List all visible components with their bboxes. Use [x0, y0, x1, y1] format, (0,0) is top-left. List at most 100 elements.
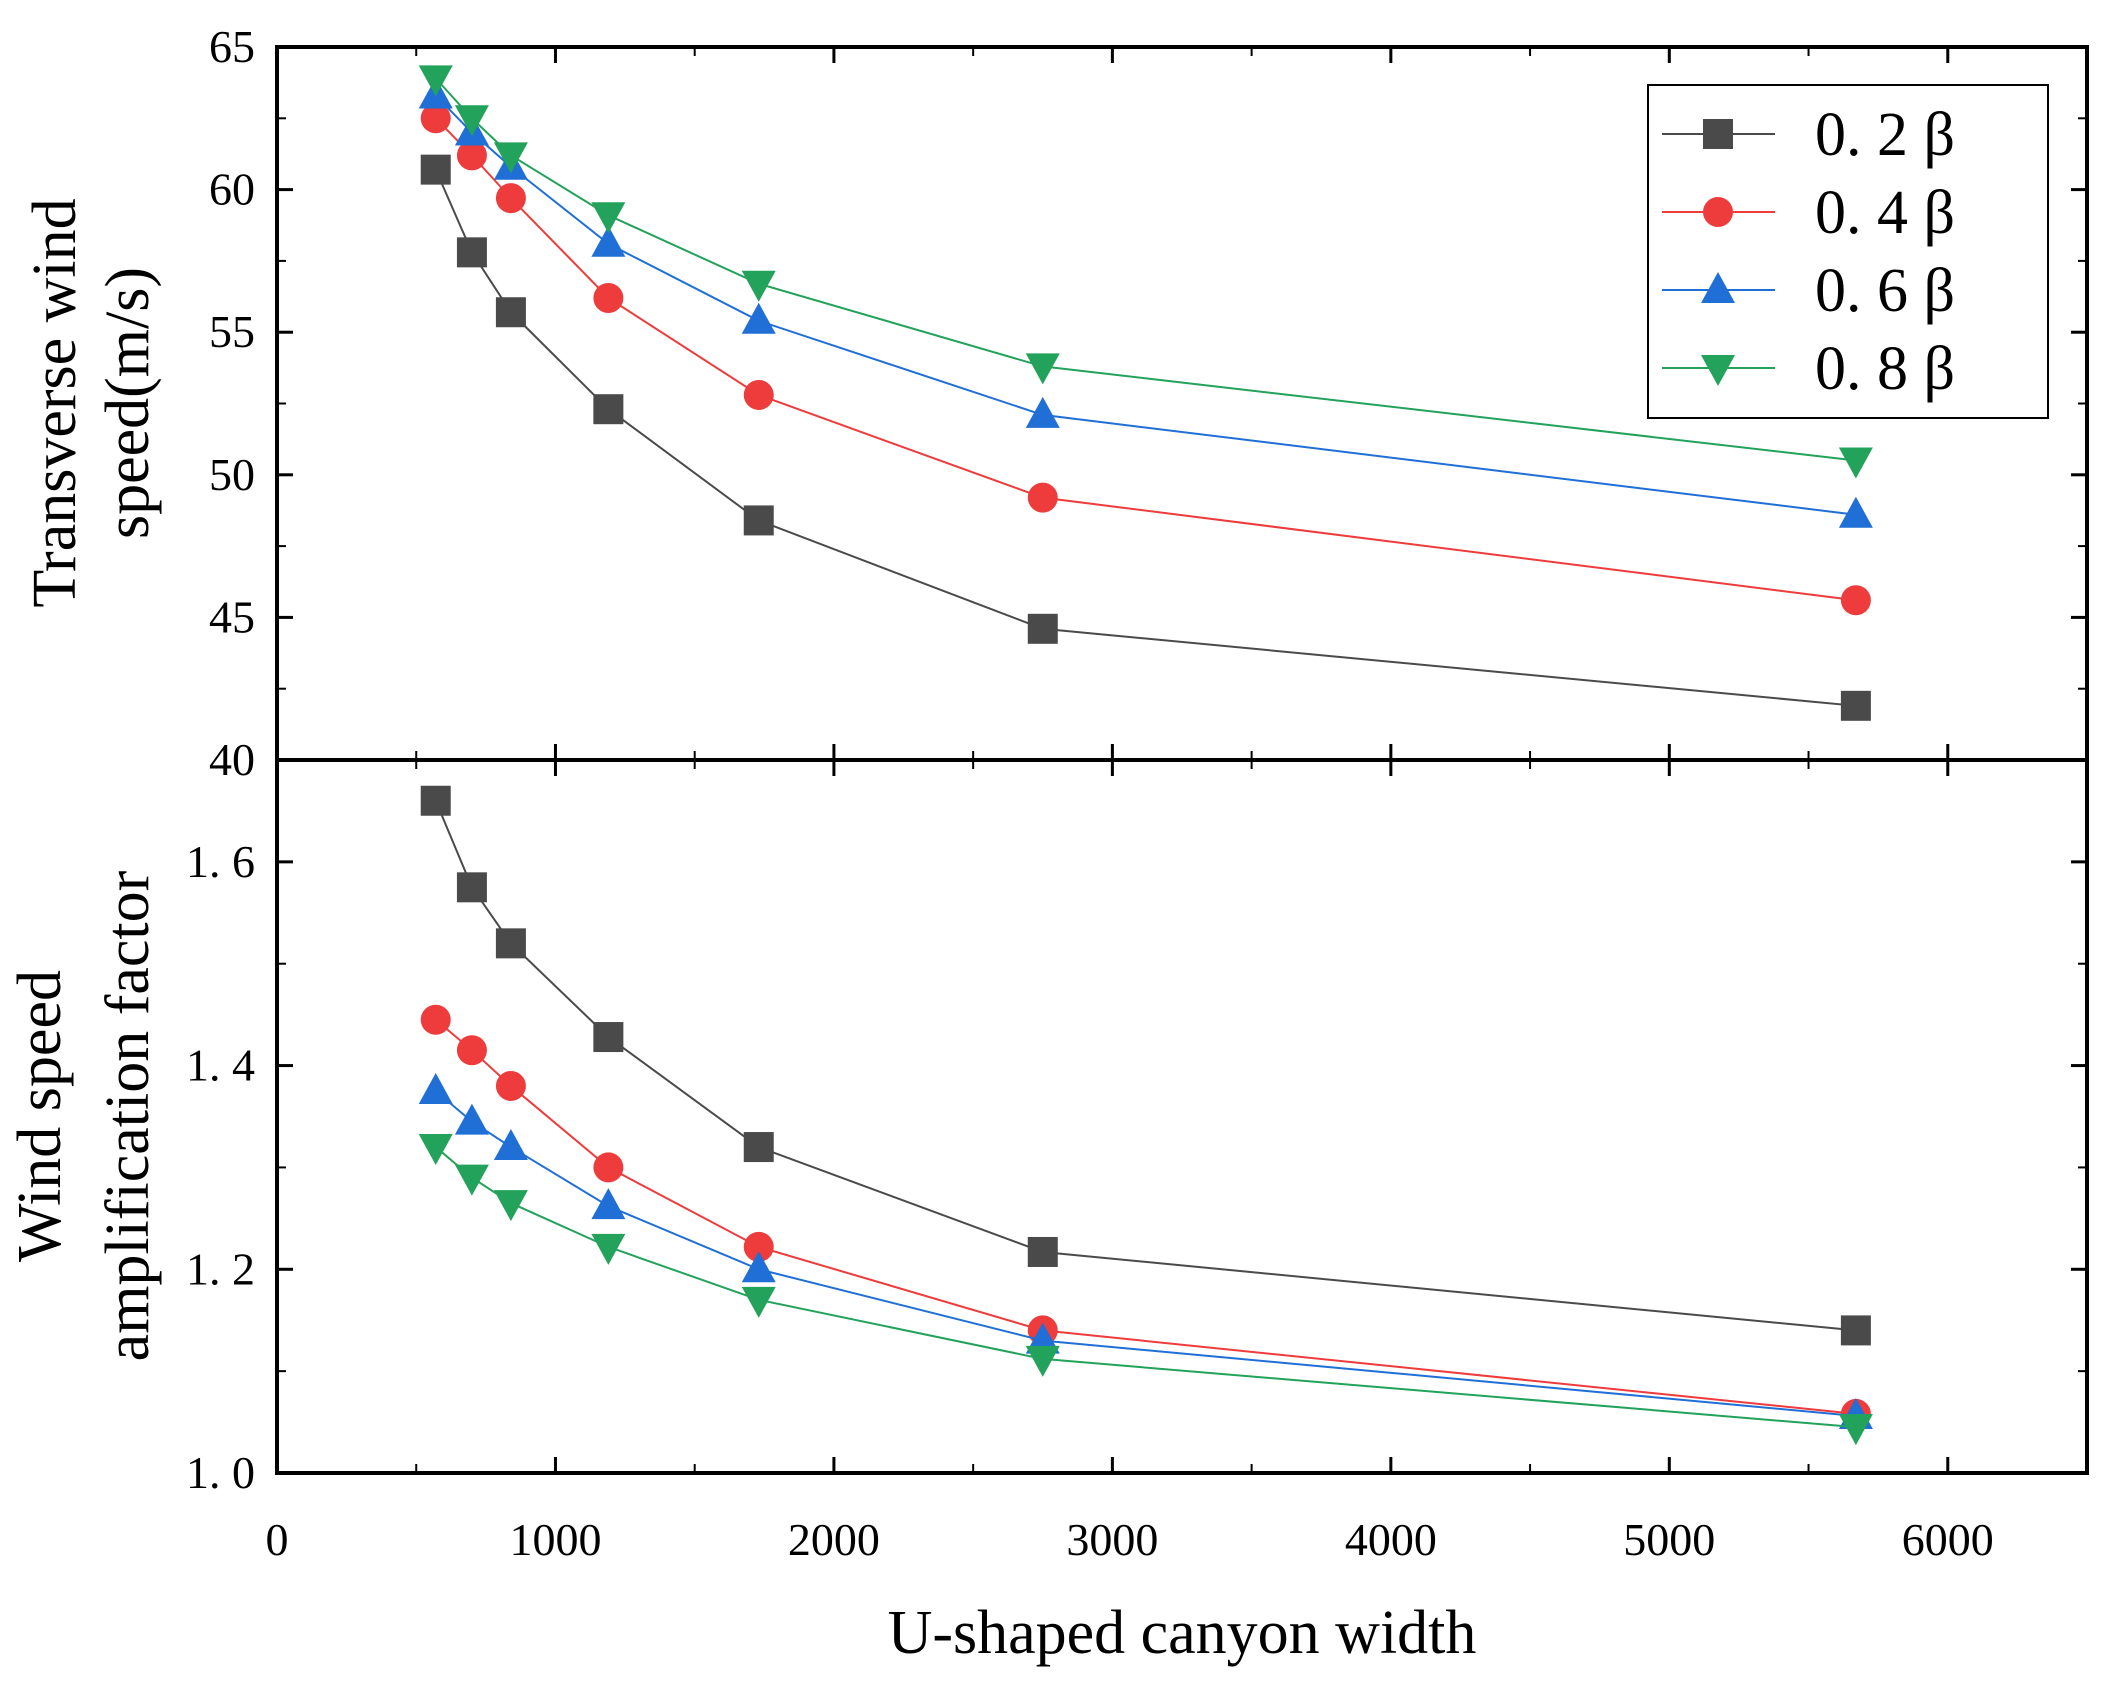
- x-tick-label: 3000: [1066, 1514, 1158, 1565]
- top-series-0: [420, 154, 1871, 721]
- bottom-y-axis-title-line-1: Wind speed: [6, 970, 74, 1262]
- top-data-point: [456, 237, 487, 268]
- legend-label: 0. 8 β: [1815, 335, 1955, 403]
- x-tick-label: 4000: [1345, 1514, 1437, 1565]
- top-series-line: [434, 77, 1856, 462]
- x-axis: 0 1000 2000 3000 4000 5000 6000: [266, 1514, 1994, 1565]
- legend-items: 0. 2 β 0. 4 β 0. 6 β 0. 8 β: [1662, 101, 1955, 403]
- top-series-1: [420, 103, 1871, 616]
- bottom-data-point: [493, 1190, 528, 1222]
- top-data-point: [741, 270, 776, 302]
- top-data-point: [593, 394, 624, 425]
- legend-swatch-marker: [1701, 272, 1735, 303]
- x-tick-label: 6000: [1902, 1514, 1994, 1565]
- bottom-y-tick-label: 1. 6: [186, 836, 255, 887]
- top-data-point: [591, 202, 626, 234]
- top-data-point: [493, 142, 528, 174]
- bottom-series-group: [418, 785, 1873, 1446]
- bottom-data-point: [593, 1152, 624, 1183]
- legend-label: 0. 6 β: [1815, 257, 1955, 325]
- bottom-data-point: [741, 1251, 776, 1283]
- top-y-tick-label: 65: [209, 21, 255, 72]
- top-data-point: [1838, 496, 1873, 528]
- bottom-series-2: [418, 1073, 1873, 1429]
- bottom-data-point: [420, 785, 451, 816]
- bottom-data-point: [493, 1129, 528, 1161]
- legend-item-2: 0. 6 β: [1662, 257, 1955, 325]
- top-series-group: [418, 65, 1873, 721]
- bottom-data-point: [1025, 1345, 1060, 1377]
- bottom-y-tick-label: 1. 0: [186, 1447, 255, 1498]
- bottom-data-point: [454, 1164, 489, 1196]
- bottom-series-0: [420, 785, 1871, 1346]
- top-data-point: [743, 505, 774, 536]
- bottom-y-tick-label: 1. 2: [186, 1243, 255, 1294]
- top-data-point: [1840, 690, 1871, 721]
- bottom-data-point: [418, 1073, 453, 1105]
- top-data-point: [420, 154, 451, 185]
- top-data-point: [418, 65, 453, 97]
- top-data-point: [743, 379, 774, 410]
- bottom-data-point: [1838, 1414, 1873, 1446]
- bottom-data-point: [591, 1233, 626, 1265]
- bottom-data-point: [1027, 1236, 1058, 1267]
- top-y-tick-label: 40: [209, 734, 255, 785]
- top-data-point: [1025, 396, 1060, 428]
- bottom-data-point: [593, 1022, 624, 1053]
- legend-item-1: 0. 4 β: [1662, 179, 1955, 247]
- bottom-data-point: [1025, 1322, 1060, 1354]
- bottom-series-1: [420, 1004, 1871, 1429]
- top-data-point: [495, 183, 526, 214]
- bottom-plot-frame: [275, 758, 2089, 1475]
- bottom-data-point: [741, 1286, 776, 1318]
- bottom-data-point: [591, 1188, 626, 1220]
- x-tick-label: 0: [266, 1514, 289, 1565]
- bottom-y-tick-label: 1. 4: [186, 1040, 255, 1091]
- legend-item-0: 0. 2 β: [1662, 101, 1955, 169]
- bottom-series-line: [435, 1018, 1856, 1415]
- bottom-data-point: [1840, 1315, 1871, 1346]
- top-y-axis-title-line-1: Transverse wind: [21, 198, 89, 607]
- top-series-3: [418, 65, 1873, 479]
- x-tick-label: 5000: [1623, 1514, 1715, 1565]
- top-y-tick-label: 45: [209, 591, 255, 642]
- top-y-tick-label: 50: [209, 449, 255, 500]
- legend-swatch-marker: [1703, 197, 1733, 227]
- top-data-point: [1838, 447, 1873, 479]
- top-data-point: [456, 140, 487, 171]
- top-data-point: [593, 282, 624, 313]
- bottom-series-3: [418, 1134, 1873, 1446]
- legend-item-3: 0. 8 β: [1662, 335, 1955, 403]
- top-data-point: [420, 103, 451, 134]
- bottom-data-point: [456, 872, 487, 903]
- x-tick-label: 2000: [788, 1514, 880, 1565]
- bottom-data-point: [495, 1070, 526, 1101]
- bottom-data-point: [743, 1231, 774, 1262]
- bottom-y-axis-title-line-2: amplification factor: [94, 870, 162, 1361]
- top-data-point: [1027, 613, 1058, 644]
- bottom-data-point: [454, 1103, 489, 1135]
- bottom-y-ticks: 1. 0 1. 2 1. 4 1. 6: [186, 760, 2087, 1498]
- legend-label: 0. 4 β: [1815, 179, 1955, 247]
- top-series-line: [435, 117, 1857, 602]
- legend: 0. 2 β 0. 4 β 0. 6 β 0. 8 β: [1647, 84, 2049, 419]
- legend-swatch-marker: [1701, 355, 1735, 386]
- bottom-panel: 1. 0 1. 2 1. 4 1. 6 Wind speed amplificatio…: [6, 758, 2089, 1498]
- top-data-point: [454, 105, 489, 137]
- top-data-point: [1027, 482, 1058, 513]
- top-series-line: [435, 94, 1856, 516]
- x-axis-title: U-shaped canyon width: [888, 1599, 1477, 1667]
- bottom-series-line: [434, 800, 1856, 1332]
- top-y-tick-label: 60: [209, 164, 255, 215]
- top-y-tick-label: 55: [209, 306, 255, 357]
- top-data-point: [591, 225, 626, 257]
- top-data-point: [741, 302, 776, 334]
- top-data-point: [1025, 353, 1060, 385]
- bottom-data-point: [456, 1035, 487, 1066]
- bottom-data-point: [495, 928, 526, 959]
- top-data-point: [495, 297, 526, 328]
- top-y-ticks: 40 45 50 55 60 65: [209, 21, 2087, 785]
- bottom-data-point: [420, 1004, 451, 1035]
